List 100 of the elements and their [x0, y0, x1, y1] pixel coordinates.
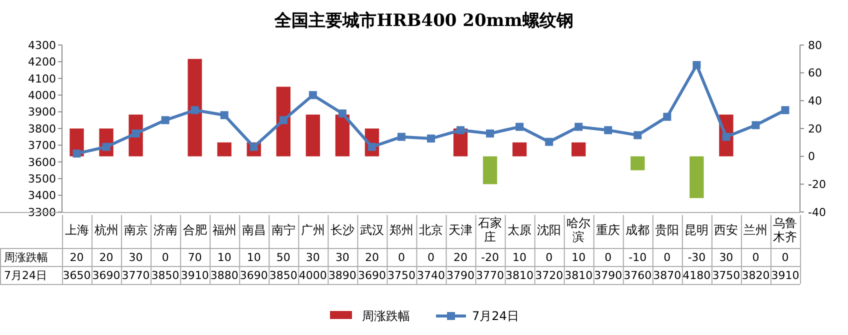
- bar: [630, 156, 645, 170]
- data-label: 3880: [210, 268, 238, 282]
- bar: [276, 86, 290, 156]
- data-label: -30: [688, 250, 706, 264]
- x-tick-label: 长沙: [330, 223, 354, 238]
- data-label: 30: [335, 250, 350, 264]
- data-label: 3690: [358, 268, 386, 282]
- y2-tick-label: 0: [808, 150, 815, 164]
- bar: [482, 156, 498, 184]
- x-tick-label: 昆明: [684, 223, 709, 238]
- y-tick-label: 4100: [28, 72, 56, 86]
- data-label: 3690: [240, 268, 268, 282]
- x-tick-label: 西安: [714, 223, 738, 238]
- bar: [572, 142, 586, 156]
- x-tick-label: 南宁: [271, 223, 296, 238]
- point: [279, 116, 288, 124]
- x-tick-label: 成都: [626, 223, 650, 238]
- point: [397, 132, 406, 141]
- text: 7月24日: [4, 268, 47, 282]
- data-label: 0: [546, 250, 553, 264]
- x-tick-label: 兰州: [744, 223, 768, 238]
- data-label: 3820: [742, 268, 770, 282]
- point: [545, 138, 554, 146]
- x-tick-label: 郑州: [389, 223, 414, 238]
- data-label: 20: [70, 250, 84, 264]
- bar: [217, 142, 232, 156]
- data-label: 30: [128, 250, 143, 264]
- point: [132, 130, 140, 138]
- point: [486, 130, 494, 138]
- bar: [306, 114, 320, 156]
- x-tick-label: 沈阳: [537, 223, 562, 238]
- data-label: 3890: [328, 268, 356, 282]
- y-tick-label: 3700: [28, 139, 56, 152]
- bar: [188, 58, 202, 156]
- bar: [690, 156, 704, 198]
- y-tick-label: 3600: [28, 156, 56, 169]
- y2-tick-label: 80: [808, 38, 822, 52]
- point: [190, 106, 199, 114]
- data-label: 20: [454, 250, 468, 264]
- y-tick-label: 4200: [28, 56, 56, 69]
- data-label: 0: [398, 250, 405, 264]
- x-tick-label: 重庆: [596, 223, 620, 238]
- x-tick-label: 杭州: [93, 223, 118, 238]
- legend-label: 周涨跌幅: [362, 309, 410, 324]
- x-tick-label: 贵阳: [655, 223, 680, 238]
- x-tick-label: 北京: [419, 223, 443, 238]
- y-tick-label: 3900: [28, 106, 56, 119]
- data-label: 3810: [506, 268, 534, 282]
- data-label: 20: [99, 250, 114, 264]
- x-tick-label: 济南: [153, 223, 178, 238]
- point: [752, 121, 760, 130]
- y2-tick-label: 40: [808, 94, 822, 108]
- y-tick-label: 4300: [28, 38, 56, 52]
- data-label: 3790: [446, 268, 475, 282]
- point: [722, 132, 730, 141]
- chart-title: 全国主要城市HRB400 20mm螺纹钢: [274, 11, 574, 31]
- data-label: -10: [628, 250, 647, 264]
- point: [72, 150, 81, 158]
- point: [663, 112, 672, 121]
- y-tick-label: 3400: [28, 189, 56, 202]
- data-label: 20: [364, 250, 379, 264]
- y-tick-label: 4000: [28, 88, 56, 102]
- point: [634, 131, 642, 140]
- x-tick-label: 广州: [300, 223, 325, 238]
- legend-label: 7月24日: [472, 309, 519, 324]
- data-label: 10: [246, 250, 261, 264]
- y2-tick-label: -20: [808, 178, 826, 192]
- data-label: -20: [481, 250, 500, 264]
- data-label: 4000: [298, 268, 327, 282]
- data-label: 3690: [92, 268, 120, 282]
- x-tick-label: 天津: [448, 223, 473, 238]
- data-label: 10: [217, 250, 232, 264]
- data-label: 3910: [180, 268, 209, 282]
- data-label: 3750: [712, 268, 740, 282]
- point: [161, 116, 170, 124]
- data-label: 3720: [535, 268, 564, 282]
- data-label: 70: [188, 250, 202, 264]
- x-tick-label: 南昌: [242, 223, 266, 238]
- point: [516, 122, 524, 131]
- data-label: 0: [428, 250, 434, 264]
- data-label: 3910: [771, 268, 800, 282]
- data-label: 3770: [476, 268, 504, 282]
- x-tick-label: 南京: [124, 223, 148, 238]
- y2-tick-label: 60: [808, 66, 822, 80]
- point: [604, 126, 612, 134]
- data-label: 3790: [594, 268, 622, 282]
- data-label: 3650: [62, 268, 91, 282]
- x-tick-label: 武汉: [360, 223, 384, 238]
- data-label: 4180: [682, 268, 711, 282]
- data-label: 0: [752, 250, 760, 264]
- point: [574, 122, 583, 131]
- data-label: 30: [306, 250, 320, 264]
- y-tick-label: 3800: [28, 122, 56, 136]
- x-tick-label: 上海: [64, 223, 89, 238]
- point: [456, 126, 465, 134]
- data-label: 3770: [122, 268, 150, 282]
- x-tick-label: 太原: [508, 223, 532, 238]
- point: [338, 109, 346, 118]
- data-label: 3850: [151, 268, 180, 282]
- y-tick-label: 3500: [28, 172, 56, 186]
